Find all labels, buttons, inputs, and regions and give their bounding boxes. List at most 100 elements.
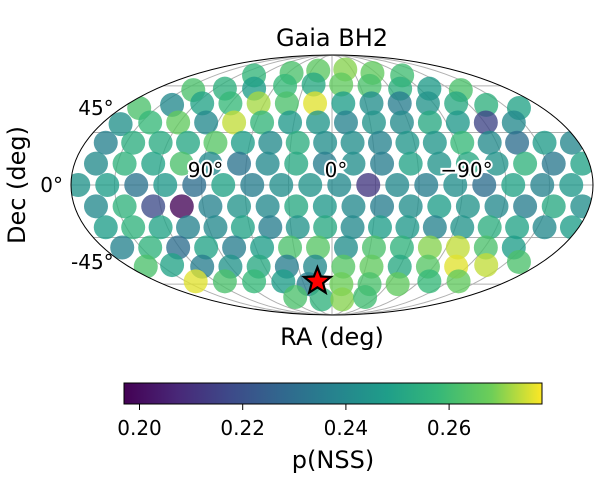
plot-boundary xyxy=(70,54,594,316)
data-point xyxy=(327,173,352,197)
data-point xyxy=(367,215,392,240)
data-point xyxy=(513,194,538,219)
data-point xyxy=(278,235,303,260)
data-point xyxy=(443,173,468,197)
data-point xyxy=(194,110,219,135)
data-point xyxy=(110,235,135,260)
data-point xyxy=(255,194,280,219)
data-point xyxy=(183,269,208,294)
data-point xyxy=(333,110,358,135)
data-point xyxy=(198,194,223,219)
colorbar-tick-label: 0.22 xyxy=(220,416,265,440)
data-point xyxy=(148,130,173,155)
data-point xyxy=(83,194,108,219)
data-point xyxy=(138,110,163,135)
data-point xyxy=(474,253,499,278)
data-point xyxy=(333,235,358,260)
data-point xyxy=(541,151,566,176)
data-point xyxy=(353,285,378,310)
data-point xyxy=(331,91,356,116)
data-point xyxy=(417,269,442,294)
data-point xyxy=(331,254,356,279)
data-point xyxy=(367,130,392,155)
y-tick-label: -45° xyxy=(71,250,114,274)
data-point xyxy=(455,151,480,176)
data-point xyxy=(450,215,475,240)
data-point xyxy=(444,91,469,116)
x-tick-labels: 90° 0° −90° xyxy=(186,156,495,184)
data-point xyxy=(484,194,509,219)
data-point xyxy=(340,130,365,155)
data-point xyxy=(212,269,237,294)
data-point xyxy=(169,151,194,176)
y-tick-labels: 45° 0° -45° xyxy=(40,96,113,274)
data-point xyxy=(387,91,412,116)
data-point xyxy=(138,235,163,260)
data-point xyxy=(387,254,412,279)
data-point xyxy=(357,73,382,98)
data-point xyxy=(203,215,228,240)
data-point xyxy=(361,235,386,260)
colorbar-tick-label: 0.20 xyxy=(117,416,162,440)
data-point xyxy=(141,194,166,219)
data-point xyxy=(230,215,255,240)
data-point xyxy=(330,287,355,312)
data-point xyxy=(121,130,146,155)
data-point xyxy=(176,215,201,240)
chart-title: Gaia BH2 xyxy=(276,24,388,52)
data-point xyxy=(312,194,337,219)
data-point xyxy=(532,130,557,155)
data-point xyxy=(278,110,303,135)
data-point xyxy=(71,173,91,197)
data-point xyxy=(415,91,440,116)
data-point xyxy=(246,91,271,116)
data-point xyxy=(312,151,337,176)
x-tick-label: 90° xyxy=(188,158,223,182)
data-point xyxy=(446,269,471,294)
data-point xyxy=(532,215,557,240)
data-point xyxy=(385,173,410,197)
data-point xyxy=(285,130,310,155)
x-axis-label: RA (deg) xyxy=(280,323,384,351)
data-point xyxy=(385,272,410,297)
data-point xyxy=(93,130,118,155)
data-point xyxy=(513,151,538,176)
data-point xyxy=(570,194,593,219)
data-point xyxy=(389,235,414,260)
data-point xyxy=(445,110,470,135)
data-point xyxy=(284,151,309,176)
colorbar-ticks: 0.20 0.22 0.24 0.26 xyxy=(117,404,471,440)
data-point xyxy=(250,110,275,135)
data-point xyxy=(141,151,166,176)
data-point xyxy=(313,130,338,155)
target-marker-layer xyxy=(301,264,334,296)
data-point xyxy=(313,215,338,240)
data-point xyxy=(227,194,252,219)
data-point xyxy=(505,130,530,155)
data-point xyxy=(356,173,381,197)
data-point xyxy=(194,235,219,260)
data-point xyxy=(222,110,247,135)
data-point xyxy=(389,110,414,135)
data-point xyxy=(530,173,555,197)
data-point xyxy=(341,194,366,219)
data-point xyxy=(269,173,294,197)
data-point xyxy=(166,110,191,135)
data-point xyxy=(570,151,593,176)
data-point xyxy=(83,151,108,176)
data-points xyxy=(71,57,593,312)
data-point xyxy=(541,194,566,219)
data-point xyxy=(240,173,265,197)
data-point xyxy=(169,194,194,219)
data-point xyxy=(112,151,137,176)
colorbar xyxy=(123,382,543,405)
data-point xyxy=(370,151,395,176)
data-point xyxy=(227,151,252,176)
data-point xyxy=(427,151,452,176)
data-point xyxy=(211,173,236,197)
x-tick-label: −90° xyxy=(440,158,492,182)
data-point xyxy=(501,173,526,197)
data-point xyxy=(473,235,498,260)
data-point xyxy=(298,173,323,197)
data-point xyxy=(93,215,118,240)
